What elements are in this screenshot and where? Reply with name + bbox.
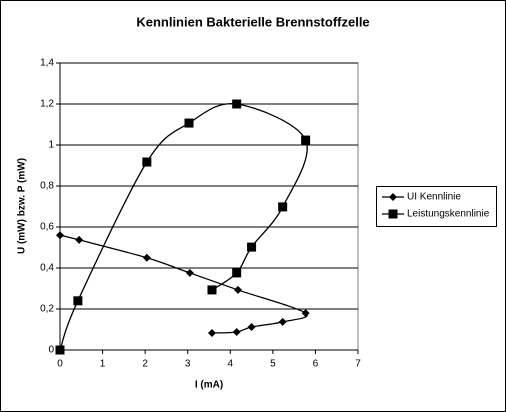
series-line: [59, 102, 308, 351]
diamond-marker: [232, 327, 241, 336]
x-tick-label: 7: [355, 359, 361, 370]
y-tick-label: 0,4: [40, 263, 54, 274]
y-tick-label: 1: [48, 140, 54, 151]
y-tick-label: 0: [48, 345, 54, 356]
x-tick-label: 3: [185, 359, 191, 370]
series-line: [59, 234, 308, 334]
x-axis-label: I (mA): [195, 380, 223, 391]
legend-label: UI Kennlinie: [407, 192, 461, 203]
legend-label: Leistungskennlinie: [407, 209, 490, 220]
x-tick-label: 1: [100, 359, 106, 370]
x-tick-label: 6: [313, 359, 319, 370]
square-marker: [232, 268, 242, 278]
diamond-marker: [75, 235, 84, 244]
y-tick-label: 1,4: [40, 58, 54, 69]
square-marker: [278, 202, 288, 212]
square-marker: [301, 135, 311, 145]
chart-title: Kennlinien Bakterielle Brennstoffzelle: [136, 14, 369, 29]
diamond-marker: [389, 193, 397, 201]
y-tick-label: 0,2: [40, 304, 54, 315]
x-tick-label: 2: [142, 359, 148, 370]
square-marker: [73, 296, 83, 306]
square-marker: [55, 345, 65, 355]
x-tick-label: 0: [57, 359, 63, 370]
plot-area: [59, 62, 359, 351]
square-marker: [207, 285, 217, 295]
y-tick-label: 0,6: [40, 222, 54, 233]
square-marker: [247, 242, 257, 252]
diamond-marker: [247, 323, 256, 332]
x-tick-label: 4: [228, 359, 234, 370]
diamond-marker: [278, 317, 287, 326]
square-marker: [232, 99, 242, 109]
x-tick-label: 5: [270, 359, 276, 370]
legend-box: [376, 186, 497, 227]
y-axis-label: U (mW) bzw. P (mW): [17, 158, 28, 254]
diamond-marker: [185, 268, 194, 277]
square-marker: [388, 209, 398, 219]
diamond-marker: [142, 253, 151, 262]
y-tick-label: 1,2: [40, 99, 54, 110]
y-tick-label: 0,8: [40, 181, 54, 192]
diamond-marker: [207, 328, 216, 337]
diamond-marker: [301, 309, 310, 318]
square-marker: [184, 118, 194, 128]
square-marker: [142, 157, 152, 167]
diamond-marker: [233, 285, 242, 294]
diamond-marker: [56, 231, 64, 240]
